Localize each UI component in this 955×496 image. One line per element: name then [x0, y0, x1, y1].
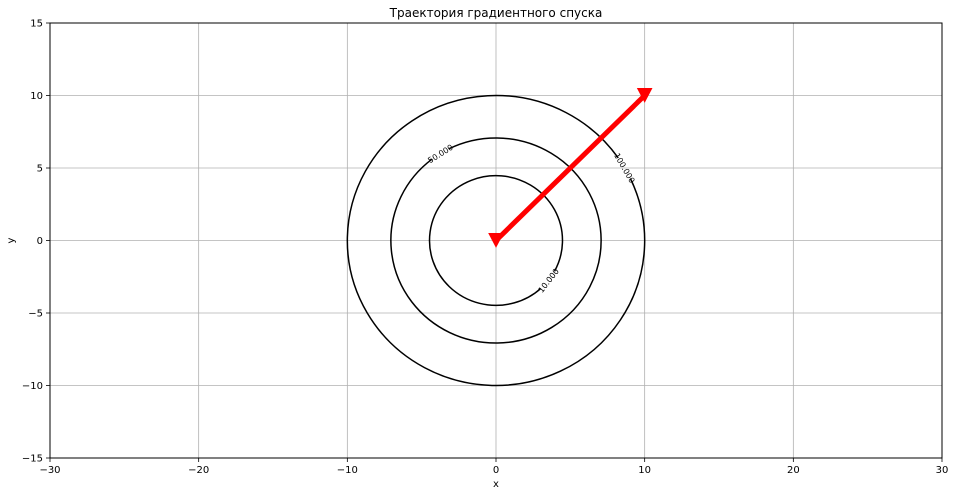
axis-ticks: −30 −20 −10 0 10 20 30 −15 −10 −5 0 5 10 15: [22, 19, 948, 477]
y-tick-label: −5: [28, 309, 43, 320]
contour-label-50: 50.000: [426, 143, 455, 165]
trajectory: [488, 88, 653, 248]
trajectory-point: [636, 88, 653, 103]
x-tick-label: −20: [188, 465, 209, 476]
y-tick-label: −10: [22, 381, 43, 392]
y-tick-label: 0: [37, 236, 43, 247]
x-tick-label: 30: [936, 465, 949, 476]
x-tick-label: 0: [493, 465, 499, 476]
trajectory-line: [493, 93, 648, 243]
chart-title: Траектория градиентного спуска: [389, 6, 603, 20]
trajectory-point: [488, 233, 504, 248]
x-axis-label: x: [493, 479, 499, 490]
y-tick-label: 5: [37, 164, 43, 175]
y-tick-label: −15: [22, 454, 43, 465]
contour-line-50: [390, 137, 602, 344]
y-tick-label: 15: [30, 19, 43, 30]
contour-line-10: [428, 174, 564, 307]
y-tick-label: 10: [30, 91, 43, 102]
y-axis-label: y: [6, 237, 17, 243]
contour-line-100: [346, 94, 646, 387]
contour-label-10: 10.000: [537, 267, 561, 295]
x-tick-label: −10: [337, 465, 358, 476]
x-tick-label: 20: [787, 465, 800, 476]
x-tick-label: −30: [39, 465, 60, 476]
x-tick-label: 10: [638, 465, 651, 476]
